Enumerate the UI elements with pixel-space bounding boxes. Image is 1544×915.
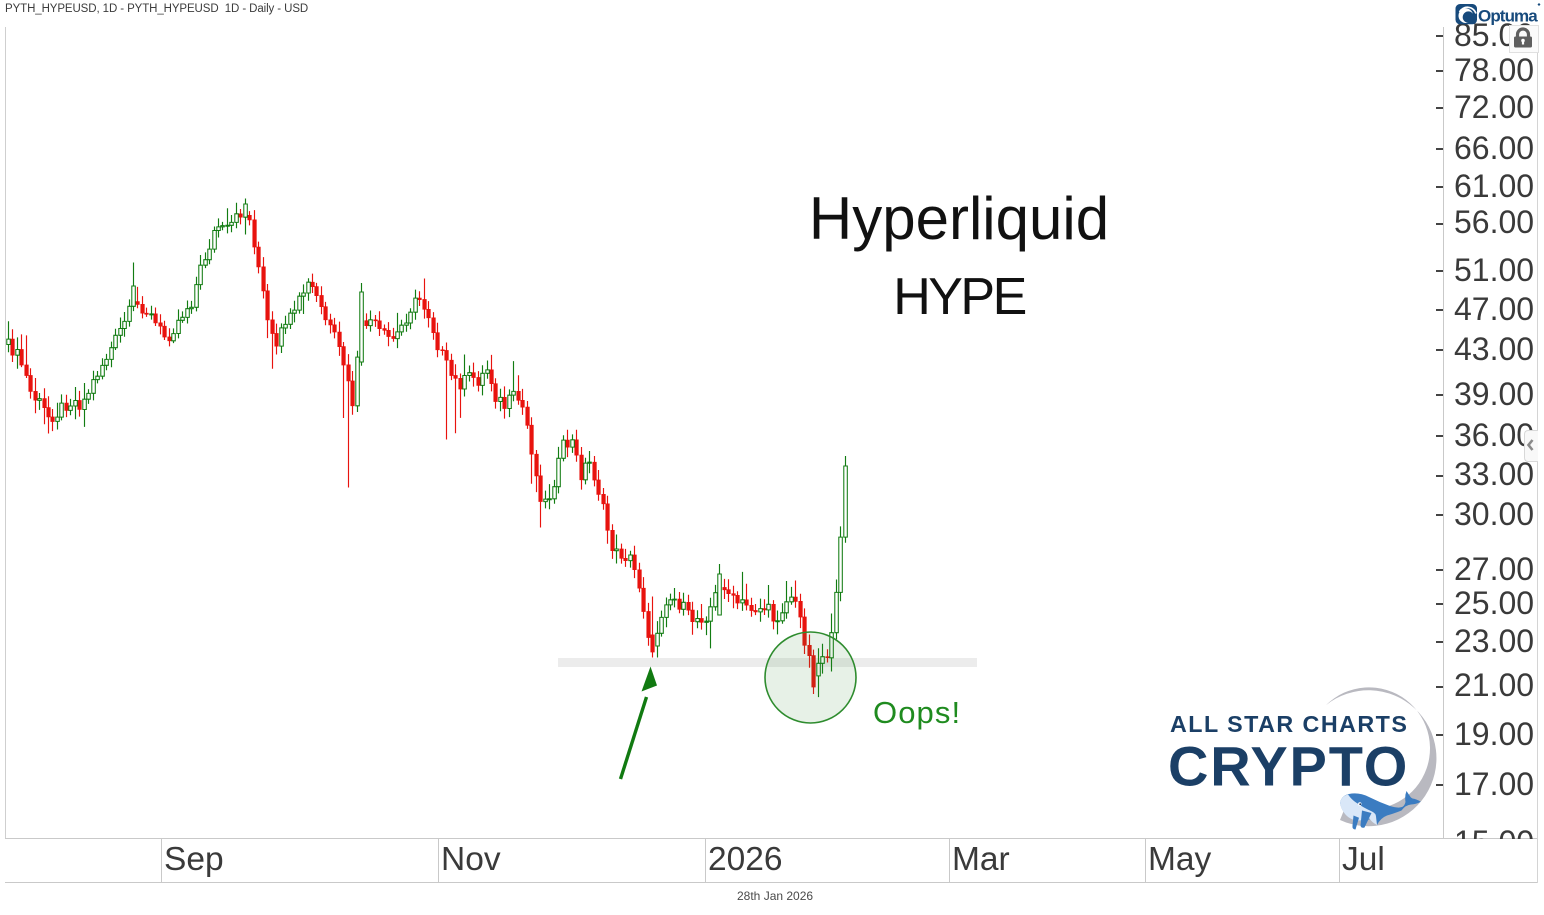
svg-text:ALL STAR CHARTS: ALL STAR CHARTS <box>1170 711 1408 737</box>
svg-text:Optuma: Optuma <box>1478 7 1538 26</box>
svg-text:CRYPTO: CRYPTO <box>1168 735 1409 798</box>
